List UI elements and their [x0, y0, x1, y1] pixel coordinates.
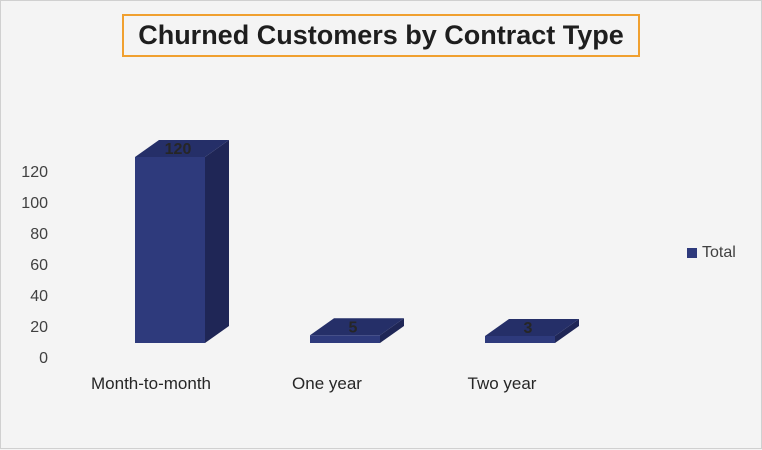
- y-tick-label: 40: [30, 288, 48, 305]
- bar-side: [205, 140, 229, 343]
- legend: Total: [687, 244, 736, 262]
- category-label: One year: [292, 374, 362, 393]
- bar: [310, 335, 380, 343]
- y-tick-label: 20: [30, 319, 48, 336]
- bar: [485, 336, 555, 343]
- y-tick-label: 0: [39, 350, 48, 367]
- bar-top: [310, 318, 404, 336]
- data-label: 120: [165, 141, 192, 158]
- bar-side: [380, 318, 404, 343]
- data-label: 5: [349, 319, 358, 336]
- bar: [135, 157, 205, 343]
- y-tick-label: 60: [30, 257, 48, 274]
- category-label: Month-to-month: [91, 374, 211, 393]
- y-tick-label: 100: [21, 195, 48, 212]
- bar-top: [485, 319, 579, 336]
- chart-title: Churned Customers by Contract Type: [122, 14, 640, 57]
- legend-swatch: [687, 248, 697, 258]
- bar-side: [555, 319, 579, 343]
- y-tick-label: 120: [21, 164, 48, 181]
- y-tick-label: 80: [30, 226, 48, 243]
- data-label: 3: [524, 320, 533, 337]
- bar-top: [135, 140, 229, 157]
- category-label: Two year: [468, 374, 537, 393]
- legend-label: Total: [702, 244, 736, 261]
